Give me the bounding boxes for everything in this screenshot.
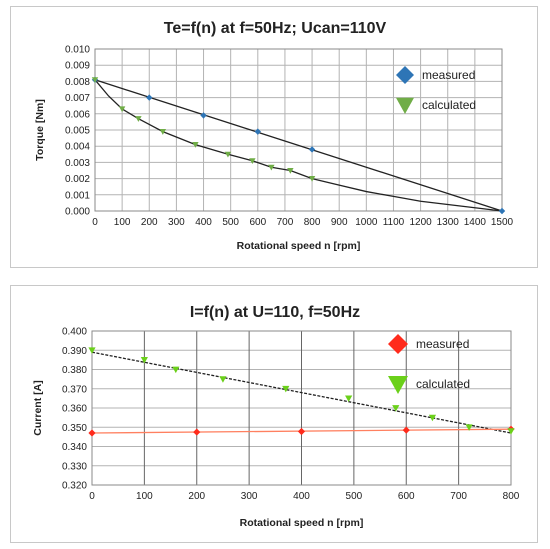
calculated-point [282, 385, 290, 393]
x-tick-label: 1300 [437, 217, 460, 228]
calculated-point [219, 376, 227, 383]
calculated-point [465, 424, 473, 431]
y-axis-label: Current [A] [32, 380, 44, 435]
calculated-point [118, 106, 126, 113]
y-tick-label: 0.360 [62, 404, 87, 415]
plot-frame [91, 330, 512, 486]
calculated-point [192, 142, 199, 148]
current-chart-panel: I=f(n) at U=110, f=50Hz 0.320 0.330 0.340 0.… [10, 285, 538, 543]
legend-marker-measured [396, 66, 414, 84]
y-axis-label: Torque [Nm] [34, 99, 46, 161]
y-tick-label: 0.005 [65, 126, 90, 137]
y-tick-label: 0.008 [65, 77, 90, 88]
trend-line [94, 79, 503, 212]
y-tick-label: 0.350 [62, 423, 87, 434]
calculated-point [392, 405, 400, 412]
y-tick-label: 0.006 [65, 109, 90, 120]
x-tick-label: 400 [195, 217, 212, 228]
x-tick-label: 600 [249, 217, 266, 228]
x-tick-label: 0 [89, 491, 95, 502]
y-tick-label: 0.001 [65, 190, 90, 201]
x-tick-label: 700 [450, 491, 467, 502]
x-tick-label: 600 [398, 491, 415, 502]
measured-point [254, 128, 261, 135]
y-tick-label: 0.370 [62, 384, 87, 395]
measured-point [498, 207, 506, 215]
x-tick-label: 800 [503, 491, 520, 502]
y-tick-label: 0.004 [65, 142, 90, 153]
calculated-point [268, 164, 275, 171]
torque-chart-panel: Te=f(n) at f=50Hz; Ucan=110V 0.000 0.001 0.… [10, 6, 538, 268]
calculated-point [140, 356, 148, 364]
trend-line [94, 79, 503, 212]
calculated-point [135, 116, 142, 122]
measured-point [88, 429, 96, 437]
calculated-point [172, 366, 180, 374]
legend-label-calculated: calculated [422, 98, 476, 112]
torque-chart: Te=f(n) at f=50Hz; Ucan=110V 0.000 0.001 0.… [34, 20, 514, 252]
measured-point [402, 426, 410, 434]
y-tick-label: 0.320 [62, 481, 87, 492]
y-tick-label: 0.000 [65, 207, 90, 218]
y-tick-label: 0.400 [62, 327, 87, 338]
legend-label-measured: measured [416, 337, 469, 351]
x-axis-label: Rotational speed n [rpm] [237, 240, 361, 252]
x-tick-label: 0 [92, 217, 98, 228]
measured-point [297, 427, 306, 436]
x-tick-label: 1100 [383, 217, 405, 228]
x-tick-label: 1000 [355, 217, 378, 228]
x-axis-label: Rotational speed n [rpm] [240, 517, 364, 529]
legend-marker-measured [388, 334, 408, 354]
x-tick-label: 200 [188, 491, 205, 502]
measured-point [146, 94, 153, 101]
calculated-point [91, 77, 99, 83]
y-tick-label: 0.330 [62, 461, 87, 472]
x-tick-label: 300 [168, 217, 185, 228]
calculated-point [507, 428, 515, 435]
x-tick-label: 500 [222, 217, 239, 228]
y-tick-label: 0.003 [65, 158, 90, 169]
chart-title: Te=f(n) at f=50Hz; Ucan=110V [164, 20, 387, 37]
legend-marker-calculated [396, 97, 414, 114]
x-tick-label: 1500 [491, 217, 514, 228]
y-tick-label: 0.010 [65, 45, 90, 56]
calculated-point [159, 129, 167, 135]
legend-label-calculated: calculated [416, 377, 470, 391]
chart-title: I=f(n) at U=110, f=50Hz [190, 304, 360, 321]
plot-frame [94, 48, 503, 212]
trend-line [91, 351, 512, 434]
measured-point [193, 428, 201, 436]
y-tick-label: 0.340 [62, 442, 87, 453]
calculated-point [88, 347, 96, 354]
x-tick-label: 1400 [464, 217, 487, 228]
legend-marker-calculated [388, 376, 408, 394]
measured-point [308, 146, 316, 153]
x-tick-label: 100 [136, 491, 153, 502]
x-tick-label: 300 [241, 491, 258, 502]
y-tick-label: 0.009 [65, 61, 90, 72]
calculated-point [287, 167, 294, 174]
calculated-point [249, 158, 256, 164]
x-tick-label: 200 [141, 217, 158, 228]
calculated-point [224, 151, 232, 158]
calculated-point [308, 176, 316, 182]
x-tick-label: 100 [114, 217, 131, 228]
y-tick-label: 0.007 [65, 93, 90, 104]
x-tick-label: 800 [304, 217, 321, 228]
x-tick-label: 900 [331, 217, 348, 228]
y-tick-label: 0.380 [62, 365, 87, 376]
calculated-point [345, 395, 353, 402]
y-tick-label: 0.390 [62, 346, 87, 357]
x-tick-label: 500 [346, 491, 363, 502]
calculated-point [428, 414, 437, 422]
y-tick-label: 0.002 [65, 174, 90, 185]
legend-label-measured: measured [422, 68, 475, 82]
measured-point [200, 112, 207, 119]
x-tick-label: 700 [277, 217, 294, 228]
current-chart: I=f(n) at U=110, f=50Hz 0.320 0.330 0.340 0.… [32, 304, 520, 529]
x-tick-label: 400 [293, 491, 310, 502]
x-tick-label: 1200 [409, 217, 432, 228]
